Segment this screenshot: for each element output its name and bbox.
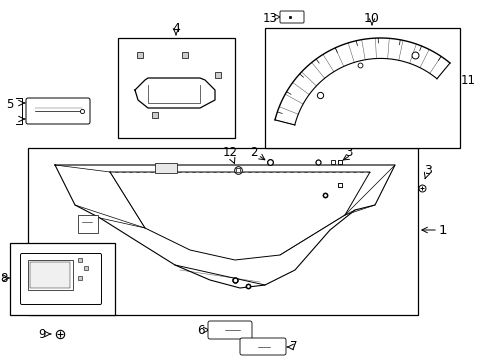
Text: 5: 5 bbox=[6, 99, 14, 112]
Text: 1: 1 bbox=[439, 224, 447, 237]
Text: 7: 7 bbox=[290, 341, 297, 354]
Text: 3: 3 bbox=[345, 147, 353, 159]
Text: 3: 3 bbox=[424, 163, 432, 176]
Bar bbox=[118, 38, 235, 138]
Bar bbox=[265, 28, 460, 148]
Bar bbox=[28, 148, 418, 315]
Text: 11: 11 bbox=[461, 73, 476, 86]
FancyBboxPatch shape bbox=[240, 338, 286, 355]
Text: 4: 4 bbox=[172, 22, 180, 35]
Text: 12: 12 bbox=[222, 145, 238, 158]
Text: 13: 13 bbox=[263, 12, 278, 24]
FancyBboxPatch shape bbox=[280, 11, 304, 23]
Text: 11: 11 bbox=[310, 104, 325, 117]
Text: 8: 8 bbox=[0, 271, 8, 284]
FancyBboxPatch shape bbox=[21, 253, 101, 305]
Bar bbox=[28, 260, 73, 290]
Bar bbox=[155, 163, 177, 173]
FancyBboxPatch shape bbox=[208, 321, 252, 339]
Bar bbox=[30, 262, 70, 288]
Bar bbox=[10, 243, 115, 315]
Text: 2: 2 bbox=[250, 147, 258, 159]
Text: 10: 10 bbox=[364, 12, 380, 24]
Text: 9: 9 bbox=[38, 328, 46, 341]
Text: 6: 6 bbox=[197, 324, 205, 337]
Bar bbox=[78, 215, 98, 233]
FancyBboxPatch shape bbox=[26, 98, 90, 124]
